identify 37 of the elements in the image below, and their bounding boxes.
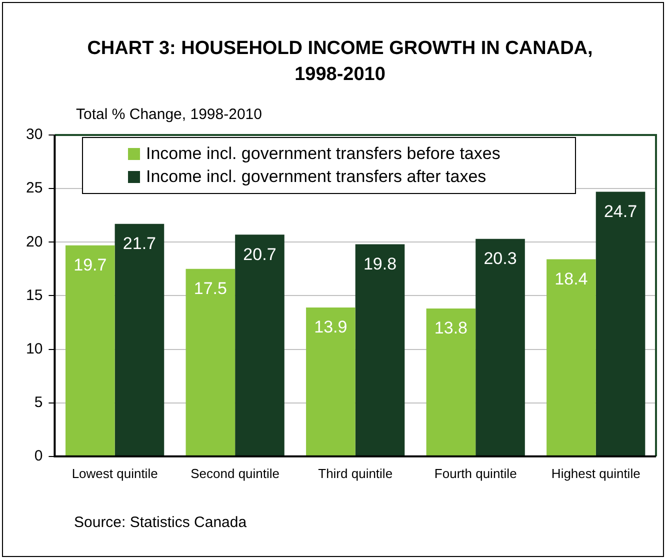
data-label: 13.9 bbox=[314, 318, 348, 337]
data-label: 24.7 bbox=[604, 202, 638, 221]
data-label: 17.5 bbox=[194, 279, 227, 298]
data-label: 19.8 bbox=[363, 254, 397, 274]
bar bbox=[306, 307, 356, 456]
bar bbox=[186, 268, 236, 456]
bar bbox=[355, 244, 405, 456]
x-tick-label: Highest quintile bbox=[551, 466, 640, 481]
bar bbox=[426, 308, 476, 456]
data-label: 13.8 bbox=[434, 318, 468, 338]
bar bbox=[596, 192, 646, 456]
x-tick-label: Lowest quintile bbox=[72, 466, 158, 481]
bar bbox=[546, 259, 596, 456]
legend-label: Income incl. government transfers before taxes bbox=[146, 144, 500, 164]
bar bbox=[66, 245, 115, 456]
source-note: Source: Statistics Canada bbox=[74, 514, 247, 531]
y-tick-label: 15 bbox=[26, 286, 43, 304]
legend-label: Income incl. government transfers after taxes bbox=[146, 167, 486, 187]
y-tick-label: 30 bbox=[26, 126, 43, 144]
y-tick-label: 20 bbox=[26, 233, 43, 250]
x-tick-label: Third quintile bbox=[318, 466, 393, 481]
chart-title: CHART 3: HOUSEHOLD INCOME GROWTH IN CANADA, 1998-2010 bbox=[86, 37, 594, 87]
data-label: 18.4 bbox=[554, 269, 588, 288]
bar bbox=[476, 238, 525, 456]
x-tick-label: Second quintile bbox=[190, 466, 280, 481]
y-tick-label: 25 bbox=[26, 180, 43, 197]
x-tick-label: Fourth quintile bbox=[434, 466, 517, 481]
y-axis-title: Total % Change, 1998-2010 bbox=[76, 106, 262, 123]
data-label: 21.7 bbox=[122, 234, 156, 254]
y-tick-label: 5 bbox=[34, 394, 43, 411]
data-label: 20.7 bbox=[243, 244, 276, 264]
y-tick-label: 0 bbox=[34, 448, 43, 465]
bar bbox=[235, 234, 284, 456]
data-label: 20.3 bbox=[484, 249, 517, 268]
data-label: 19.7 bbox=[74, 256, 107, 275]
y-tick-label: 10 bbox=[26, 340, 43, 358]
bar bbox=[114, 224, 164, 456]
